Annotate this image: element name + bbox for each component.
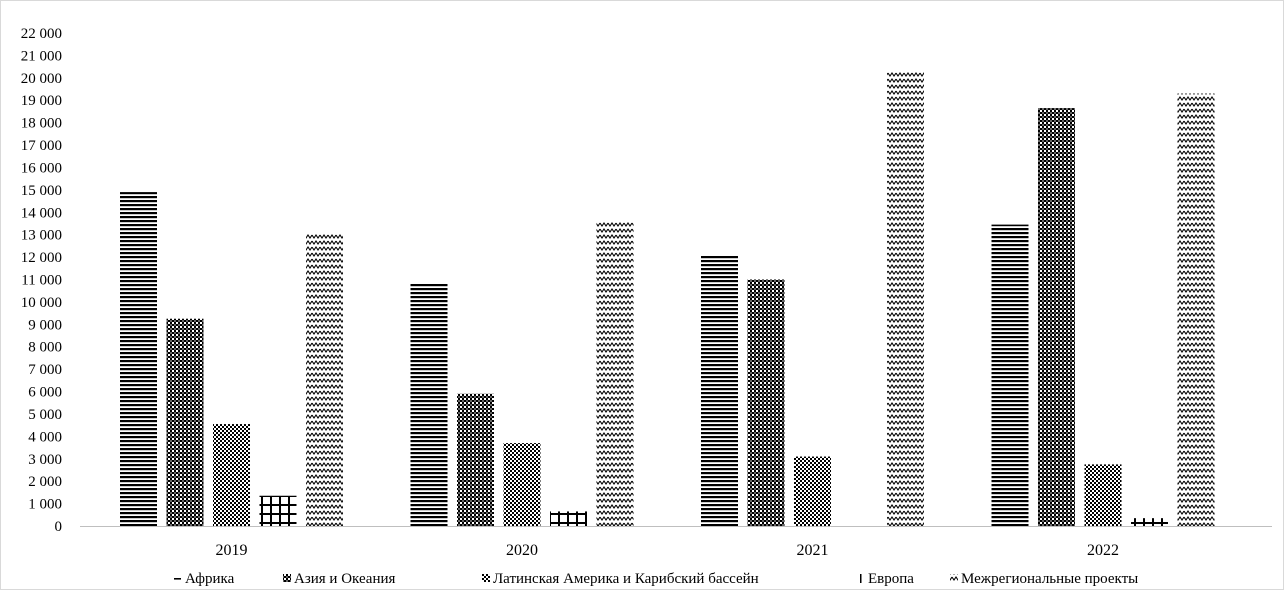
bar (213, 424, 250, 526)
bars-layer (120, 71, 1215, 527)
legend-label: Азия и Океания (294, 571, 396, 587)
y-tick-label: 18 000 (21, 116, 62, 132)
legend-label: Африка (185, 571, 235, 587)
legend-item: Африка (174, 571, 235, 587)
bar (1131, 518, 1168, 526)
bar (410, 282, 448, 526)
y-tick-label: 4 000 (28, 429, 62, 445)
bar (550, 511, 587, 526)
legend-label: Межрегиональные проекты (961, 571, 1138, 587)
y-tick-label: 13 000 (21, 228, 62, 244)
y-tick-label: 19 000 (21, 93, 62, 109)
legend-swatch (950, 574, 958, 582)
legend-label: Латинская Америка и Карибский бассейн (493, 571, 759, 587)
y-tick-label: 17 000 (21, 138, 62, 154)
y-tick-label: 16 000 (21, 160, 62, 176)
y-tick-label: 22 000 (21, 26, 62, 42)
bar (1177, 93, 1215, 526)
x-axis: 2019 2020 2021 2022 (216, 542, 1120, 559)
legend-swatch (482, 574, 490, 582)
legend-item: Азия и Океания (283, 571, 396, 587)
y-tick-label: 3 000 (28, 452, 62, 468)
y-tick-label: 2 000 (28, 474, 62, 490)
x-tick-label: 2020 (506, 542, 538, 559)
y-tick-label: 5 000 (28, 407, 62, 423)
legend-label: Европа (868, 571, 914, 587)
y-tick-label: 11 000 (21, 273, 62, 289)
legend-swatch (283, 574, 291, 582)
x-tick-label: 2021 (797, 542, 829, 559)
y-tick-label: 15 000 (21, 183, 62, 199)
x-tick-label: 2019 (216, 542, 248, 559)
bar (503, 443, 541, 526)
y-tick-label: 12 000 (21, 250, 62, 266)
bar (747, 279, 785, 526)
bar (794, 456, 831, 526)
y-tick-label: 7 000 (28, 362, 62, 378)
y-tick-label: 0 (55, 519, 63, 535)
y-tick-label: 10 000 (21, 295, 62, 311)
y-tick-label: 9 000 (28, 317, 62, 333)
y-tick-label: 20 000 (21, 71, 62, 87)
bar (887, 71, 924, 526)
legend-swatch (860, 574, 862, 583)
bar (596, 221, 634, 526)
y-tick-label: 1 000 (28, 497, 62, 513)
bar (1038, 108, 1075, 526)
y-axis: 0 1 000 2 000 3 000 4 000 5 000 6 000 7 000 8 00… (21, 26, 62, 535)
y-tick-label: 6 000 (28, 385, 62, 401)
bar (306, 233, 343, 526)
legend-swatch (174, 578, 181, 580)
bar (120, 192, 157, 526)
bar (701, 255, 738, 526)
bar (166, 318, 204, 526)
bar (991, 224, 1029, 527)
legend-item: Межрегиональные проекты (950, 571, 1138, 587)
y-tick-label: 8 000 (28, 340, 62, 356)
legend-item: Европа (860, 571, 914, 587)
x-tick-label: 2022 (1087, 542, 1119, 559)
legend: Африка Азия и Океания Латинская Америка и … (174, 571, 1138, 587)
y-tick-label: 21 000 (21, 48, 62, 64)
bar (1084, 464, 1122, 526)
bar (259, 495, 297, 526)
bar (457, 393, 494, 526)
y-tick-label: 14 000 (21, 205, 62, 221)
legend-item: Латинская Америка и Карибский бассейн (482, 571, 759, 587)
